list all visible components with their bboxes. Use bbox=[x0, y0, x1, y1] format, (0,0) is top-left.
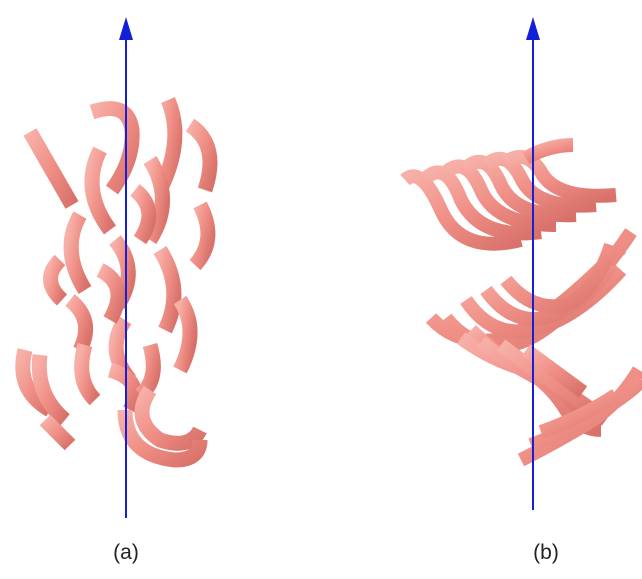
panel-b-label: (b) bbox=[533, 541, 559, 564]
rod-cluster bbox=[15, 97, 218, 468]
random-rods-illustration bbox=[15, 17, 218, 518]
helical-rod-stack bbox=[400, 138, 642, 467]
helical-rods-illustration bbox=[400, 17, 642, 510]
axis-arrowhead-b bbox=[526, 17, 540, 40]
panel-b: (b) bbox=[321, 0, 642, 579]
panel-a-label: (a) bbox=[113, 541, 139, 564]
axis-arrowhead-a bbox=[119, 17, 133, 40]
panel-a: (a) bbox=[15, 17, 218, 564]
